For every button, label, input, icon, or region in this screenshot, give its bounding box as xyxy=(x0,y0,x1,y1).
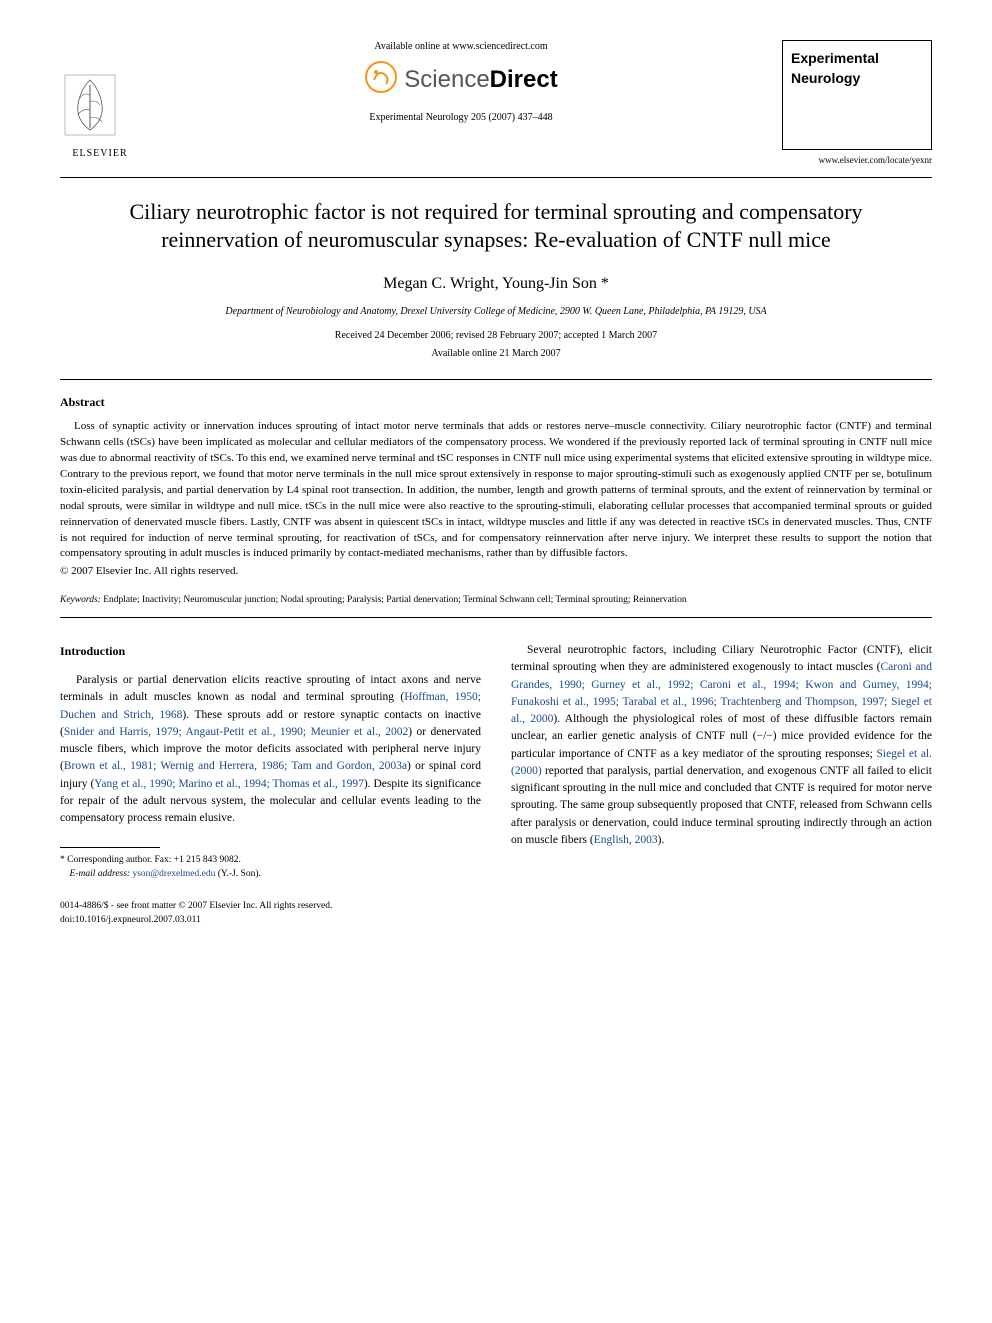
introduction-heading: Introduction xyxy=(60,642,481,660)
available-online-date: Available online 21 March 2007 xyxy=(60,347,932,361)
intro-paragraph-2: Several neurotrophic factors, including … xyxy=(511,642,932,849)
journal-url: www.elsevier.com/locate/yexnr xyxy=(782,154,932,167)
email-label: E-mail address: xyxy=(70,869,131,879)
footnote-rule xyxy=(60,847,160,848)
citation-link[interactable]: English, 2003 xyxy=(594,834,658,846)
elsevier-tree-icon xyxy=(60,70,120,140)
abstract-paragraph: Loss of synaptic activity or innervation… xyxy=(60,419,932,562)
keywords-list: Endplate; Inactivity; Neuromuscular junc… xyxy=(103,595,687,605)
citation-link[interactable]: Snider and Harris, 1979; Angaut-Petit et… xyxy=(64,726,408,738)
sciencedirect-icon xyxy=(364,60,398,99)
center-header-block: Available online at www.sciencedirect.co… xyxy=(140,40,782,125)
keywords-label: Keywords: xyxy=(60,595,101,605)
corr-author-line: * Corresponding author. Fax: +1 215 843 … xyxy=(60,854,481,867)
citation-link[interactable]: Yang et al., 1990; Marino et al., 1994; … xyxy=(94,778,364,790)
received-dates: Received 24 December 2006; revised 28 Fe… xyxy=(60,329,932,343)
right-column: Several neurotrophic factors, including … xyxy=(511,642,932,927)
front-matter-line: 0014-4886/$ - see front matter © 2007 El… xyxy=(60,899,481,928)
header-rule xyxy=(60,177,932,178)
issn-line: 0014-4886/$ - see front matter © 2007 El… xyxy=(60,899,481,913)
citation-line: Experimental Neurology 205 (2007) 437–44… xyxy=(140,111,782,125)
abstract-top-rule xyxy=(60,379,932,380)
citation-link[interactable]: Brown et al., 1981; Wernig and Herrera, … xyxy=(64,760,407,772)
copyright-line: © 2007 Elsevier Inc. All rights reserved… xyxy=(60,564,932,579)
corresponding-author-footnote: * Corresponding author. Fax: +1 215 843 … xyxy=(60,854,481,881)
doi-line: doi:10.1016/j.expneurol.2007.03.011 xyxy=(60,913,481,927)
left-column: Introduction Paralysis or partial denerv… xyxy=(60,642,481,927)
abstract-bottom-rule xyxy=(60,617,932,618)
journal-title: Experimental Neurology xyxy=(791,49,923,88)
publisher-name: ELSEVIER xyxy=(60,147,140,161)
abstract-heading: Abstract xyxy=(60,394,932,411)
email-line: E-mail address: yson@drexelmed.edu (Y.-J… xyxy=(60,868,481,881)
body-columns: Introduction Paralysis or partial denerv… xyxy=(60,642,932,927)
sciencedirect-logo: ScienceDirect xyxy=(140,60,782,99)
authors-line: Megan C. Wright, Young-Jin Son * xyxy=(60,273,932,295)
sciencedirect-wordmark: ScienceDirect xyxy=(404,63,557,97)
journal-sidebar: Experimental Neurology www.elsevier.com/… xyxy=(782,40,932,167)
intro-paragraph-1: Paralysis or partial denervation elicits… xyxy=(60,672,481,827)
article-title: Ciliary neurotrophic factor is not requi… xyxy=(100,198,892,255)
abstract-body: Loss of synaptic activity or innervation… xyxy=(60,419,932,562)
page-header: ELSEVIER Available online at www.science… xyxy=(60,40,932,167)
journal-cover-box: Experimental Neurology xyxy=(782,40,932,150)
publisher-logo: ELSEVIER xyxy=(60,70,140,161)
email-link[interactable]: yson@drexelmed.edu xyxy=(132,869,215,879)
available-online-text: Available online at www.sciencedirect.co… xyxy=(140,40,782,54)
affiliation: Department of Neurobiology and Anatomy, … xyxy=(60,305,932,319)
email-owner: (Y.-J. Son). xyxy=(218,869,261,879)
keywords-line: Keywords: Endplate; Inactivity; Neuromus… xyxy=(60,594,932,607)
